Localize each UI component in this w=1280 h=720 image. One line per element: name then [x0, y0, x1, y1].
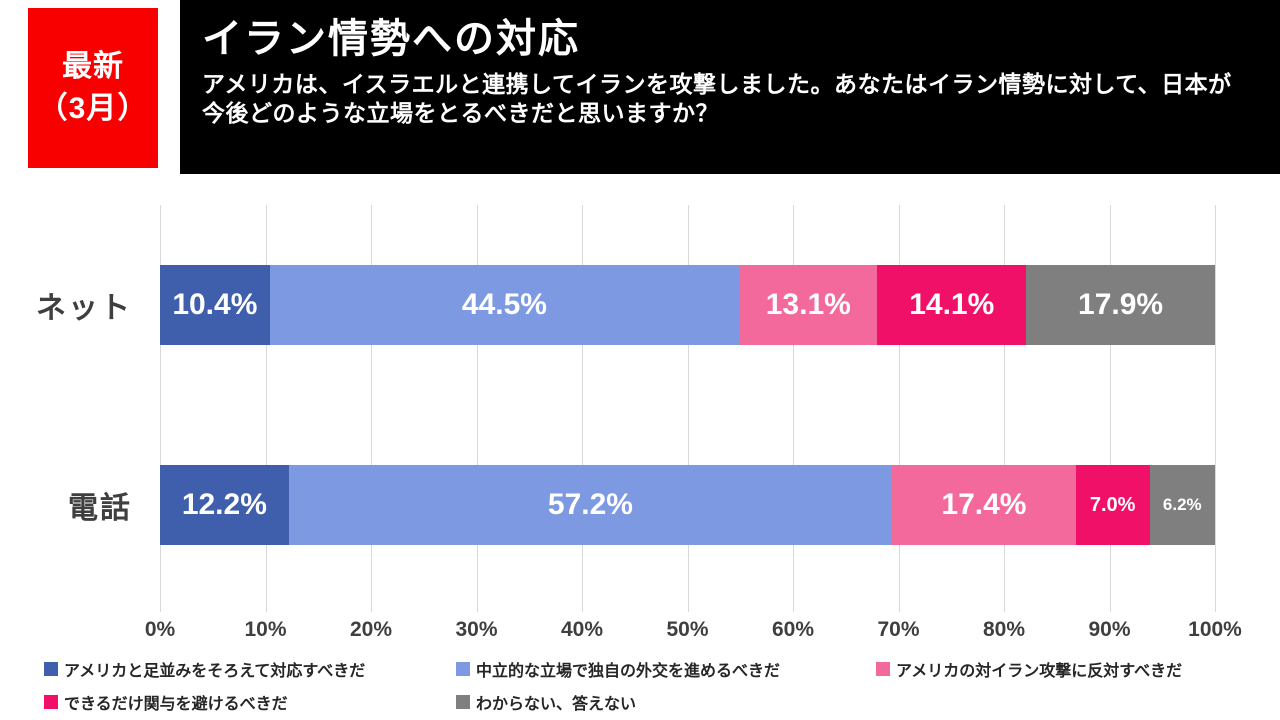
legend-swatch-icon — [456, 662, 470, 676]
bar-segment-label: 13.1% — [765, 288, 851, 321]
legend-label: 中立的な立場で独自の外交を進めるべきだ — [476, 663, 781, 680]
bar-segment-label: 7.0% — [1089, 493, 1136, 516]
gridline — [371, 205, 372, 612]
gridline — [1215, 205, 1216, 612]
gridline — [687, 205, 689, 612]
legend-swatch-icon — [456, 695, 470, 709]
legend-item: 中立的な立場で独自の外交を進めるべきだ — [456, 657, 876, 681]
x-axis-tick: 50% — [666, 618, 709, 641]
plot-area: 10.4% 44.5% 13.1% 14.1% 17.9% 12.2% 57.2% 17.4%… — [160, 205, 1216, 612]
legend-swatch-icon — [876, 662, 890, 676]
x-axis-tick: 80% — [982, 618, 1026, 641]
legend-label: わからない、答えない — [476, 696, 637, 713]
bar-segment: 10.4% — [160, 265, 270, 345]
header-banner: イラン情勢への対応 アメリカは、イスラエルと連携してイランを攻撃しました。あなた… — [180, 0, 1280, 174]
bar-segment: 14.1% — [877, 265, 1027, 345]
x-axis-tick: 20% — [349, 618, 393, 641]
bar-segment: 44.5% — [269, 265, 740, 345]
bar-segment: 13.1% — [739, 265, 878, 345]
bar-segment-label: 12.2% — [181, 488, 267, 521]
bar-segment: 6.2% — [1149, 465, 1215, 545]
x-axis-tick: 70% — [877, 618, 920, 641]
bar-segment: 57.2% — [288, 465, 893, 545]
legend-row: できるだけ関与を避けるべきだ わからない、答えない — [44, 690, 1266, 714]
chart: ネット電話 10.4% 44.5% 13.1% 14.1% 17.9% 12.2% 57.2… — [0, 205, 1280, 720]
x-axis-tick: 10% — [244, 618, 287, 641]
bar-segment-label: 14.1% — [909, 288, 995, 321]
legend-swatch-icon — [44, 662, 58, 676]
x-axis-tick: 40% — [560, 618, 604, 641]
bar-row: 10.4% 44.5% 13.1% 14.1% 17.9% — [160, 265, 1215, 345]
legend-item: アメリカと足並みをそろえて対応すべきだ — [44, 657, 456, 681]
gridline — [160, 205, 161, 612]
legend-swatch-icon — [44, 695, 58, 709]
x-axis-tick: 30% — [455, 618, 498, 641]
x-axis-tick: 60% — [771, 618, 815, 641]
bar-row: 12.2% 57.2% 17.4% 7.0% 6.2% — [160, 465, 1215, 545]
gridline — [582, 205, 583, 612]
gridline — [898, 205, 900, 612]
bar-segment-label: 17.4% — [941, 488, 1027, 521]
gridline — [1109, 205, 1111, 612]
question-text: アメリカは、イスラエルと連携してイランを攻撃しました。あなたはイラン情勢に対して… — [202, 70, 1256, 128]
legend-label: できるだけ関与を避けるべきだ — [64, 696, 288, 713]
bar-segment-label: 17.9% — [1078, 288, 1164, 321]
x-axis-tick: 100% — [1188, 618, 1242, 641]
legend-item: アメリカの対イラン攻撃に反対すべきだ — [876, 657, 1182, 681]
gridline — [1004, 205, 1005, 612]
bar-segment: 12.2% — [160, 465, 289, 545]
bar-segment-label: 6.2% — [1162, 495, 1202, 514]
bar-segment: 7.0% — [1075, 465, 1150, 545]
bar-segment-label: 10.4% — [172, 288, 258, 321]
badge-line1: 最新 — [62, 50, 124, 83]
category-label: 電話 — [68, 492, 132, 525]
legend: アメリカと足並みをそろえて対応すべきだ 中立的な立場で独自の外交を進めるべきだ アメ… — [44, 657, 1266, 720]
bar-segment-label: 44.5% — [461, 288, 547, 321]
gridline — [265, 205, 267, 612]
gridline — [476, 205, 478, 612]
category-labels: ネット電話 — [0, 205, 150, 612]
category-label: ネット — [36, 292, 132, 325]
legend-item: わからない、答えない — [456, 690, 876, 714]
x-axis-tick: 0% — [144, 618, 176, 641]
question-line2: 今後どのような立場をとるべきだと思いますか？ — [202, 99, 719, 126]
badge-line2: （3月） — [37, 92, 149, 125]
latest-month-badge: 最新 （3月） — [28, 8, 158, 168]
legend-label: アメリカと足並みをそろえて対応すべきだ — [64, 663, 366, 680]
gridline — [793, 205, 794, 612]
x-axis: 0% 10% 20% 30% 40% 50% 60% 70% 80% 90% 100% — [145, 618, 1242, 650]
legend-item: できるだけ関与を避けるべきだ — [44, 690, 456, 714]
question-line1: アメリカは、イスラエルと連携してイランを攻撃しました。あなたはイラン情勢に対して… — [202, 71, 1232, 97]
legend-label: アメリカの対イラン攻撃に反対すべきだ — [896, 663, 1183, 680]
legend-row: アメリカと足並みをそろえて対応すべきだ 中立的な立場で独自の外交を進めるべきだ アメ… — [44, 657, 1266, 681]
x-axis-tick: 90% — [1088, 618, 1131, 641]
bar-segment: 17.4% — [892, 465, 1076, 545]
page-title: イラン情勢への対応 — [202, 17, 580, 61]
bar-segment-label: 57.2% — [547, 488, 633, 521]
bar-segment: 17.9% — [1026, 265, 1215, 345]
